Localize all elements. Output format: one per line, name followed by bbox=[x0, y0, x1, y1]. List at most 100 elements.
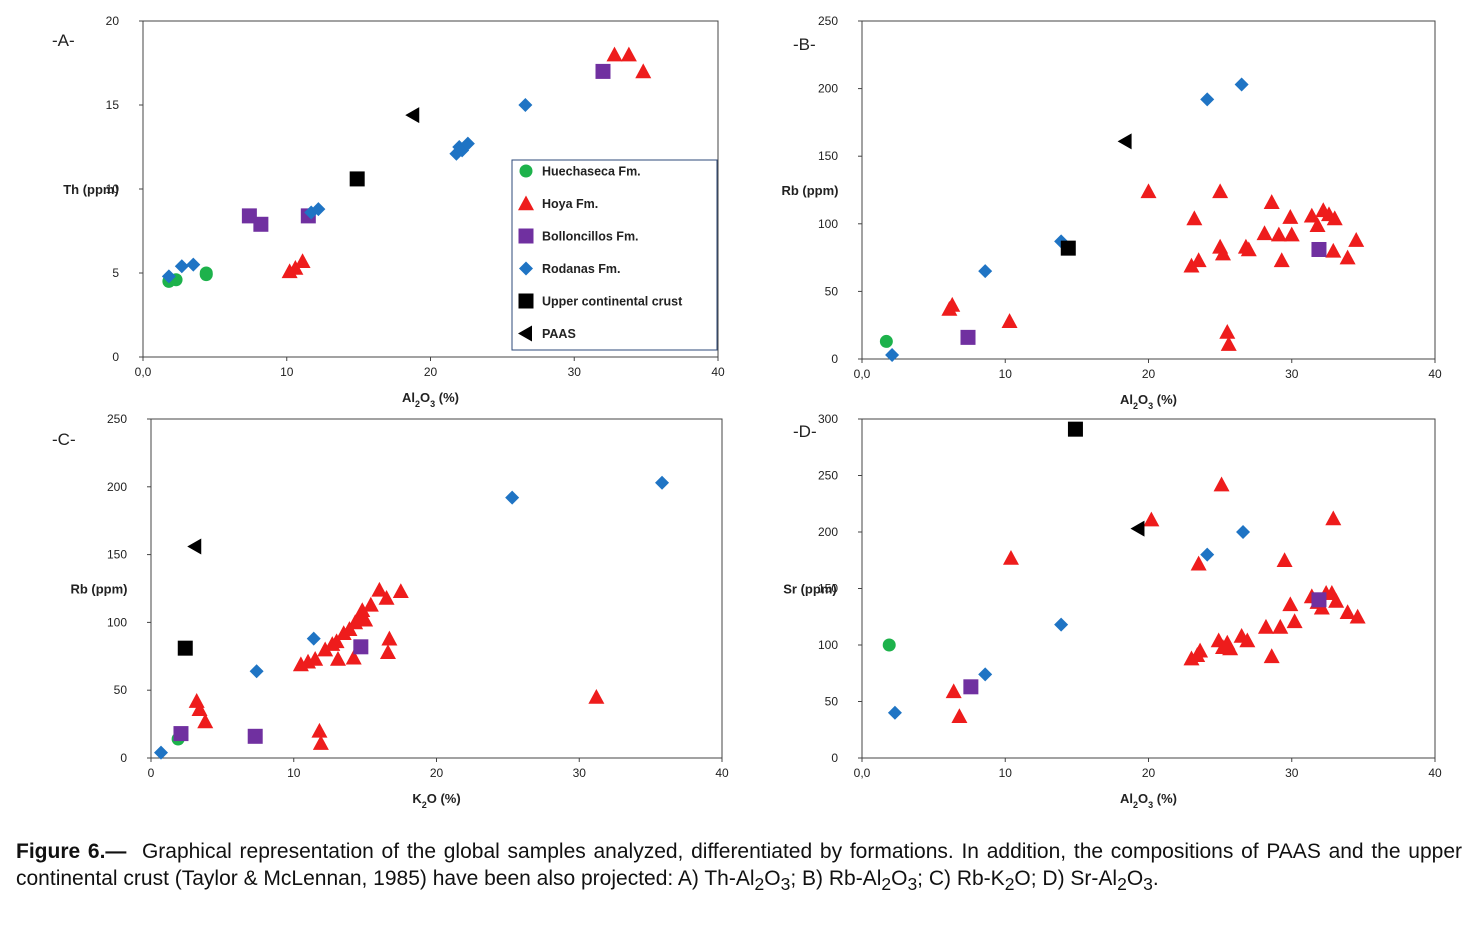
point-paas bbox=[1130, 520, 1145, 537]
point-hoya-fm bbox=[1282, 209, 1299, 224]
y-tick-label: 150 bbox=[107, 548, 127, 562]
point-hoya-fm bbox=[951, 708, 968, 723]
point-hoya-fm bbox=[378, 589, 395, 605]
panel-d: 0,0 10 20 30 40 0 50 100 150 200 250 300 Al2O3 (%) Sr… bbox=[783, 412, 1442, 810]
point-hoya-fm bbox=[1220, 336, 1237, 351]
caption-text-part: . bbox=[1152, 867, 1159, 890]
point-hoya-fm bbox=[357, 611, 374, 627]
point-hoya-fm bbox=[1143, 511, 1160, 527]
point-hoya-fm bbox=[620, 46, 637, 62]
point-huechaseca-fm bbox=[879, 334, 893, 348]
y-tick-label: 0 bbox=[120, 751, 127, 765]
point-hoya-fm bbox=[588, 688, 605, 704]
y-axis-label: Th (ppm) bbox=[63, 182, 119, 197]
point-rodanas-fm bbox=[161, 269, 176, 284]
figure-caption: Figure 6.— Graphical representation of t… bbox=[16, 838, 1462, 898]
x-axis-label: K2O (%) bbox=[412, 791, 460, 810]
y-tick-label: 0 bbox=[831, 751, 838, 765]
point-hoya-fm bbox=[307, 651, 324, 666]
point-hoya-fm bbox=[1339, 604, 1356, 620]
x-tick-label: 30 bbox=[573, 766, 587, 780]
point-bolloncillos-fm bbox=[960, 329, 976, 345]
legend-label-rodanas-fm: Rodanas Fm. bbox=[542, 262, 621, 276]
x-tick-label: 10 bbox=[999, 367, 1013, 381]
point-hoya-fm bbox=[191, 701, 208, 716]
point-rodanas-fm bbox=[505, 490, 520, 505]
point-hoya-fm bbox=[371, 581, 388, 597]
point-bolloncillos-fm bbox=[595, 63, 611, 79]
point-hoya-fm bbox=[1257, 618, 1274, 634]
legend-label-hoya-fm: Hoya Fm. bbox=[542, 197, 598, 211]
point-hoya-fm bbox=[1213, 476, 1230, 492]
point-hoya-fm bbox=[1001, 313, 1018, 328]
point-rodanas-fm bbox=[1200, 92, 1215, 107]
point-hoya-fm bbox=[197, 713, 214, 729]
point-hoya-fm bbox=[1002, 549, 1019, 565]
caption-text-part: O; D) Sr-Al bbox=[1014, 867, 1118, 890]
point-rodanas-fm bbox=[1200, 547, 1215, 562]
point-rodanas-fm bbox=[978, 667, 993, 682]
point-rodanas-fm bbox=[655, 475, 670, 490]
legend-label-paas: PAAS bbox=[542, 327, 576, 341]
caption-sub: 3 bbox=[780, 874, 791, 895]
point-paas bbox=[187, 538, 202, 555]
point-hoya-fm bbox=[1282, 596, 1299, 612]
caption-text-part: O bbox=[891, 867, 908, 890]
point-hoya-fm bbox=[1212, 183, 1229, 199]
point-hoya-fm bbox=[944, 296, 961, 312]
point-rodanas-fm bbox=[186, 257, 201, 272]
x-tick-label: 0,0 bbox=[135, 365, 152, 379]
panel-b: 0,0 10 20 30 40 0 50 100 150 200 250 Al2O3 (%) Rb (p… bbox=[781, 14, 1442, 411]
point-hoya-fm bbox=[392, 583, 409, 599]
point-hoya-fm bbox=[1286, 613, 1303, 629]
x-axis-label: Al2O3 (%) bbox=[1120, 392, 1177, 411]
point-huechaseca-fm bbox=[882, 638, 896, 652]
plot-frame bbox=[861, 418, 1436, 759]
y-tick-label: 50 bbox=[825, 695, 839, 709]
point-rodanas-fm bbox=[249, 664, 264, 679]
point-hoya-fm bbox=[354, 602, 371, 617]
point-hoya-fm bbox=[1339, 249, 1356, 265]
point-rodanas-fm bbox=[1054, 617, 1069, 632]
point-hoya-fm bbox=[1349, 608, 1366, 624]
x-tick-label: 20 bbox=[1142, 367, 1156, 381]
point-hoya-fm bbox=[330, 651, 347, 666]
point-rodanas-fm bbox=[460, 136, 475, 151]
panel-label: -B- bbox=[793, 35, 816, 54]
point-upper-continental-crust bbox=[349, 171, 365, 187]
point-hoya-fm bbox=[1263, 648, 1280, 664]
point-bolloncillos-fm bbox=[1311, 592, 1327, 608]
point-hoya-fm bbox=[317, 641, 334, 657]
point-hoya-fm bbox=[1328, 592, 1345, 608]
y-tick-label: 250 bbox=[818, 14, 838, 28]
legend-label-huechaseca-fm: Huechaseca Fm. bbox=[542, 165, 641, 179]
point-bolloncillos-fm bbox=[253, 216, 269, 232]
panel-c: 0 10 20 30 40 0 50 100 150 200 250 K2O (%) Rb (ppm) -… bbox=[52, 412, 729, 810]
point-bolloncillos-fm bbox=[173, 726, 189, 742]
x-tick-label: 40 bbox=[1428, 367, 1442, 381]
x-tick-label: 40 bbox=[715, 766, 729, 780]
x-tick-label: 0,0 bbox=[854, 367, 871, 381]
caption-text-part: ; B) Rb-Al bbox=[790, 867, 882, 890]
point-hoya-fm bbox=[1283, 226, 1300, 242]
point-rodanas-fm bbox=[1234, 77, 1249, 92]
caption-sub: 2 bbox=[1004, 874, 1015, 895]
y-axis-label: Rb (ppm) bbox=[70, 582, 127, 597]
caption-text-part: ; C) Rb-K bbox=[917, 867, 1005, 890]
point-bolloncillos-fm bbox=[241, 208, 257, 224]
point-hoya-fm bbox=[1140, 183, 1157, 199]
x-tick-label: 20 bbox=[424, 365, 438, 379]
y-tick-label: 150 bbox=[818, 149, 838, 163]
x-tick-label: 20 bbox=[430, 766, 444, 780]
y-tick-label: 200 bbox=[818, 82, 838, 96]
point-rodanas-fm bbox=[885, 347, 900, 362]
point-paas bbox=[1117, 133, 1132, 150]
point-rodanas-fm bbox=[174, 259, 189, 274]
point-paas bbox=[405, 107, 420, 124]
point-hoya-fm bbox=[1186, 210, 1203, 226]
point-hoya-fm bbox=[379, 644, 396, 660]
y-axis-label: Sr (ppm) bbox=[783, 582, 836, 597]
caption-sub: 2 bbox=[1117, 874, 1127, 895]
point-hoya-fm bbox=[635, 63, 652, 79]
